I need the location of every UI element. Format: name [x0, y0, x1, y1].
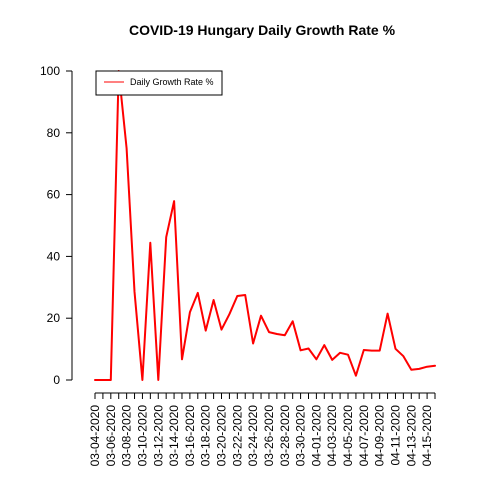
- y-tick-label: 20: [47, 311, 61, 325]
- x-tick-label: 03-30-2020: [294, 405, 308, 467]
- x-tick-label: 03-24-2020: [246, 405, 260, 467]
- x-tick-label: 03-16-2020: [183, 405, 197, 467]
- x-tick-label: 03-26-2020: [262, 405, 276, 467]
- x-tick-label: 04-05-2020: [341, 405, 355, 467]
- x-tick-label: 03-18-2020: [199, 405, 213, 467]
- y-tick-label: 80: [47, 126, 61, 140]
- series-line: [94, 70, 436, 381]
- x-tick-label: 04-13-2020: [404, 405, 418, 467]
- y-tick-label: 60: [47, 188, 61, 202]
- y-tick-label: 0: [53, 373, 60, 387]
- y-tick-label: 100: [40, 64, 60, 78]
- x-tick-label: 03-08-2020: [120, 405, 134, 467]
- x-tick-label: 03-10-2020: [135, 405, 149, 467]
- y-tick-label: 40: [47, 249, 61, 263]
- x-tick-label: 04-09-2020: [373, 405, 387, 467]
- x-tick-label: 04-15-2020: [420, 405, 434, 467]
- x-tick-label: 03-04-2020: [88, 405, 102, 467]
- legend: Daily Growth Rate %: [95, 70, 223, 96]
- x-tick-label: 04-11-2020: [388, 405, 402, 466]
- x-tick-label: 03-22-2020: [230, 405, 244, 467]
- x-tick-label: 03-20-2020: [215, 405, 229, 467]
- legend-label: Daily Growth Rate %: [130, 77, 214, 87]
- legend-box: [95, 70, 223, 96]
- chart-title: COVID-19 Hungary Daily Growth Rate %: [129, 22, 396, 38]
- x-tick-label: 03-14-2020: [167, 405, 181, 467]
- x-axis-ticks: 03-04-2020 03-06-2020 03-08-2020 03-10-2020…: [88, 393, 436, 467]
- y-axis-ticks: 0 20 40 60 80 100: [40, 64, 72, 387]
- x-tick-label: 04-07-2020: [357, 405, 371, 467]
- x-tick-label: 04-03-2020: [325, 405, 339, 467]
- x-tick-label: 03-06-2020: [104, 405, 118, 467]
- x-tick-label: 03-28-2020: [278, 405, 292, 467]
- series-group: [94, 70, 436, 381]
- x-tick-label: 04-01-2020: [309, 405, 323, 467]
- x-tick-label: 03-12-2020: [151, 405, 165, 467]
